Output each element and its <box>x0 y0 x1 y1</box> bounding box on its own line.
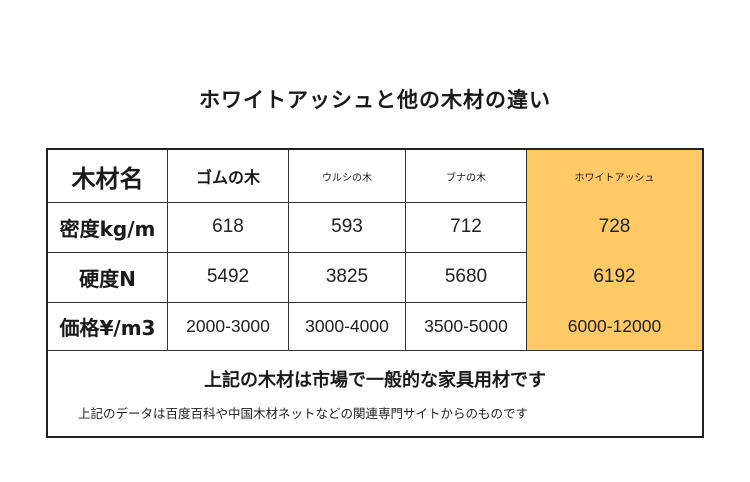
row-label-price: 価格¥/m3 <box>48 302 168 350</box>
table-row-hardness: 硬度N 5492 3825 5680 6192 <box>48 252 702 303</box>
density-lacquer: 593 <box>289 202 406 252</box>
header-white-ash: ホワイトアッシュ <box>527 150 702 202</box>
density-white-ash: 728 <box>527 202 702 252</box>
header-beech-wood: ブナの木 <box>406 150 527 202</box>
comparison-table: 木材名 ゴムの木 ウルシの木 ブナの木 ホワイトアッシュ 密度kg/m 618 … <box>46 148 704 438</box>
row-label-hardness: 硬度N <box>48 252 168 302</box>
note-source: 上記のデータは百度百科や中国木材ネットなどの関連専門サイトからのものです <box>78 406 529 421</box>
hardness-lacquer: 3825 <box>289 252 406 302</box>
header-rubber-wood: ゴムの木 <box>168 150 289 202</box>
note-main: 上記の木材は市場で一般的な家具用材です <box>204 370 546 391</box>
table-row-density: 密度kg/m 618 593 712 728 <box>48 202 702 253</box>
density-rubber: 618 <box>168 202 289 252</box>
price-beech: 3500-5000 <box>406 302 527 350</box>
notes-section: 上記の木材は市場で一般的な家具用材です 上記のデータは百度百科や中国木材ネットな… <box>48 350 702 436</box>
hardness-beech: 5680 <box>406 252 527 302</box>
header-lacquer-wood: ウルシの木 <box>289 150 406 202</box>
page-title: ホワイトアッシュと他の木材の違い <box>199 88 551 112</box>
density-beech: 712 <box>406 202 527 252</box>
price-lacquer: 3000-4000 <box>289 302 406 350</box>
table-row-price: 価格¥/m3 2000-3000 3000-4000 3500-5000 600… <box>48 302 702 351</box>
header-wood-name: 木材名 <box>48 150 168 202</box>
hardness-rubber: 5492 <box>168 252 289 302</box>
price-white-ash: 6000-12000 <box>527 302 702 350</box>
row-label-density: 密度kg/m <box>48 202 168 252</box>
table-header-row: 木材名 ゴムの木 ウルシの木 ブナの木 ホワイトアッシュ <box>48 150 702 203</box>
hardness-white-ash: 6192 <box>527 252 702 302</box>
price-rubber: 2000-3000 <box>168 302 289 350</box>
